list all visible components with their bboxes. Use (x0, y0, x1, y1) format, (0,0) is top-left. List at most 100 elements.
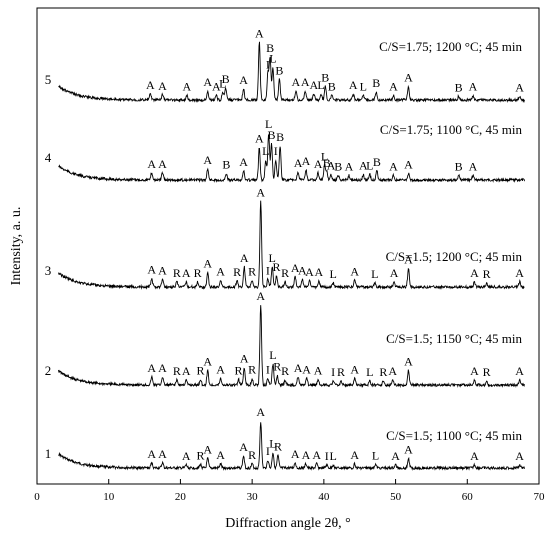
peak-label: R (337, 365, 345, 379)
peak-label: A (404, 158, 413, 172)
peak-label: A (158, 157, 167, 171)
peak-label: A (158, 447, 167, 461)
series-index: 1 (45, 446, 52, 461)
peak-label: A (470, 449, 479, 463)
peak-label: R (483, 267, 491, 281)
peak-label: A (182, 449, 191, 463)
peak-label: A (327, 159, 336, 173)
x-tick-label: 40 (318, 491, 330, 503)
peak-label: R (235, 363, 243, 377)
xrd-trace-line (58, 41, 525, 103)
x-tick-label: 10 (103, 491, 115, 503)
peak-label: A (298, 263, 307, 277)
peak-label: L (372, 448, 379, 462)
peak-label: A (256, 405, 265, 419)
xrd-trace-line (58, 422, 525, 471)
peak-label: R (483, 365, 491, 379)
peak-label: B (321, 71, 329, 85)
peak-label: A (345, 160, 354, 174)
peak-label: R (248, 264, 256, 278)
peak-label: B (222, 158, 230, 172)
peak-label: L (317, 78, 324, 92)
peak-label: A (203, 153, 212, 167)
peak-label: A (294, 156, 303, 170)
peak-label: A (302, 154, 311, 168)
peak-label: A (469, 80, 478, 94)
peak-label: A (302, 448, 311, 462)
series-condition: C/S=1.5; 1150 °C; 45 min (386, 331, 522, 346)
peak-label: A (350, 264, 359, 278)
series-index: 2 (45, 363, 52, 378)
peak-label: I (266, 363, 270, 377)
peak-label: A (404, 71, 413, 85)
plot-frame (36, 7, 540, 485)
peak-label: A (255, 132, 264, 146)
peak-label: A (469, 160, 478, 174)
peak-label: A (147, 447, 156, 461)
peak-label: A (216, 363, 225, 377)
peak-label: A (515, 364, 524, 378)
peak-label: A (314, 157, 323, 171)
peak-label: A (256, 289, 265, 303)
peak-label: B (455, 80, 463, 94)
series-condition: C/S=1.5; 1200 °C; 45 min (386, 249, 523, 264)
xrd-trace-line (58, 305, 525, 389)
peak-label: A (216, 264, 225, 278)
peak-label: A (239, 73, 248, 87)
peak-label: A (350, 363, 359, 377)
peak-label: A (158, 79, 167, 93)
peak-label: R (197, 448, 205, 462)
peak-label: B (334, 160, 342, 174)
peak-label: L (269, 51, 276, 65)
peak-label: A (302, 363, 311, 377)
peak-label: I (325, 449, 329, 463)
peak-label: A (203, 443, 212, 457)
peak-label: A (349, 78, 358, 92)
peak-label: A (239, 155, 248, 169)
x-tick-label: 70 (534, 491, 546, 503)
x-tick-label: 30 (247, 491, 259, 503)
xrd-trace-line (58, 200, 525, 290)
peak-label: L (371, 267, 378, 281)
peak-label: B (276, 130, 284, 144)
x-tick-label: 0 (34, 491, 40, 503)
series-index: 5 (45, 72, 52, 87)
series-condition: C/S=1.75; 1100 °C, 45 min (380, 122, 523, 137)
peak-label: I (266, 444, 270, 458)
peak-label: I (266, 263, 270, 277)
peak-label: A (158, 263, 167, 277)
series-condition: C/S=1.75; 1200 °C; 45 min (379, 39, 522, 54)
peak-label: A (203, 257, 212, 271)
peak-label: A (240, 251, 249, 265)
peak-label: R (281, 364, 289, 378)
peak-label: R (274, 440, 282, 454)
peak-label: R (273, 359, 281, 373)
peak-label: A (312, 448, 321, 462)
peak-label: R (248, 448, 256, 462)
peak-label: B (328, 80, 336, 94)
x-tick-label: 20 (175, 491, 187, 503)
peak-label: A (203, 75, 212, 89)
peak-label: A (350, 448, 359, 462)
peak-label: A (515, 266, 524, 280)
series-index: 3 (45, 263, 52, 278)
peak-label: A (389, 80, 398, 94)
peak-label: A (390, 266, 399, 280)
peak-label: A (404, 443, 413, 457)
peak-label: A (240, 351, 249, 365)
x-tick-label: 60 (462, 491, 474, 503)
peak-label: A (389, 160, 398, 174)
peak-label: R (248, 363, 256, 377)
peak-label: A (359, 159, 368, 173)
peak-label: L (366, 159, 373, 173)
x-axis-label: Diffraction angle 2θ, ° (225, 516, 351, 531)
peak-label: A (404, 253, 413, 267)
peak-label: B (267, 128, 275, 142)
